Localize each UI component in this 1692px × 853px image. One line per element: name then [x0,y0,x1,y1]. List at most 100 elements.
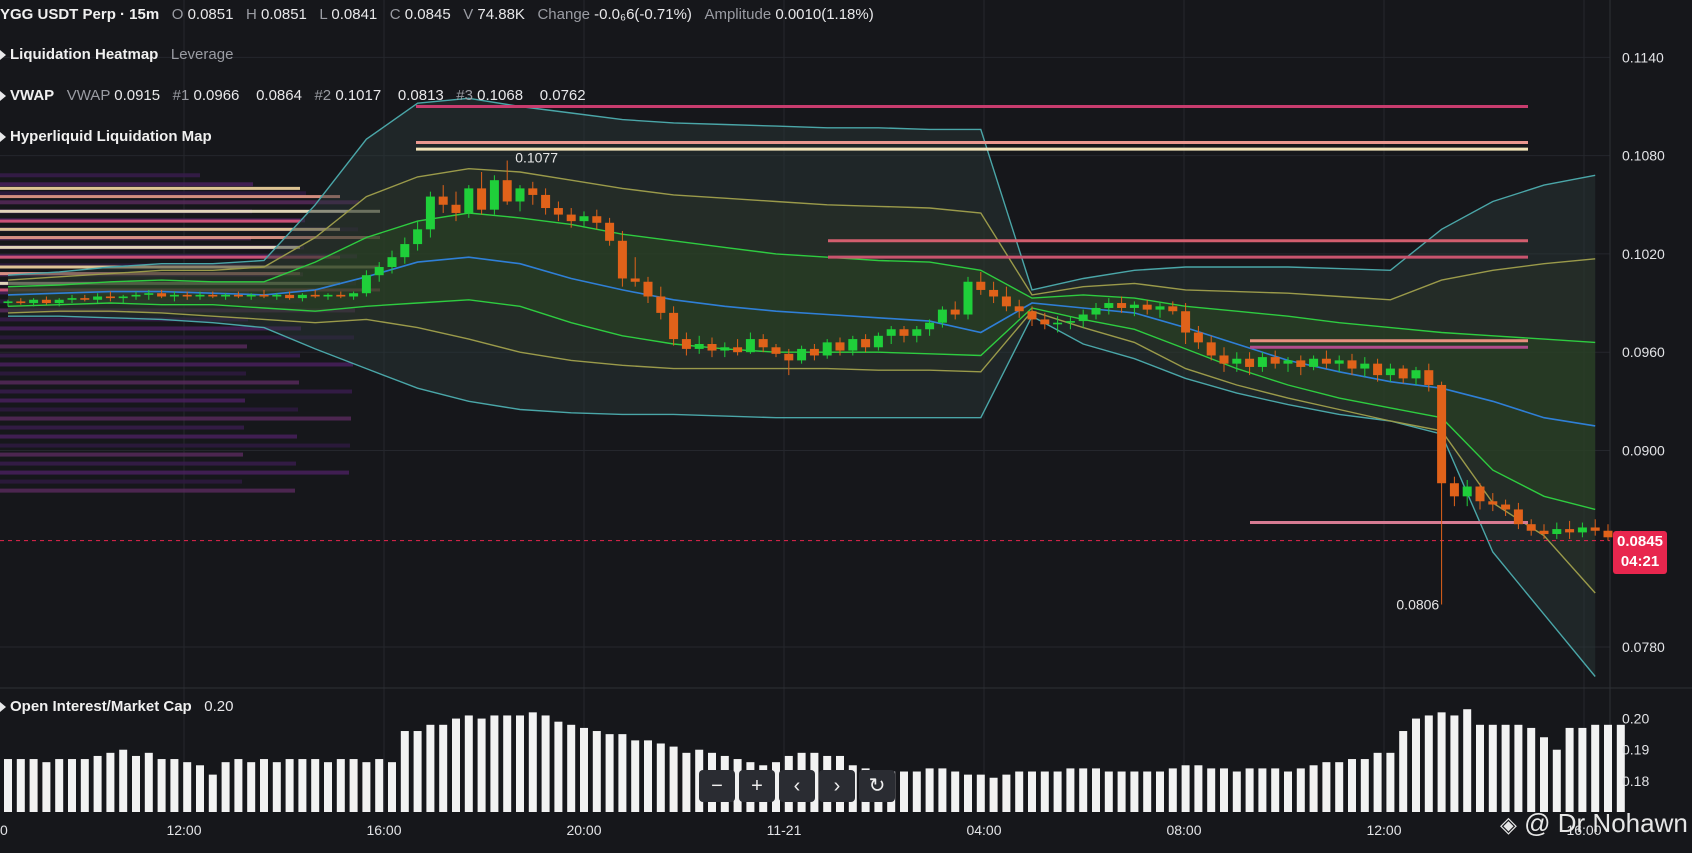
oi-bar [541,715,550,812]
heatmap-level [0,219,300,223]
candle-down [989,289,999,297]
vwap-band1-upper [7,212,1596,344]
candle-up [515,188,525,202]
oi-bar [1463,709,1472,812]
candle-up [963,281,973,315]
heatmap-level [0,227,340,231]
oi-bar [170,759,179,812]
amplitude-value: 0.0010(1.18%) [775,6,874,23]
candle-down [1475,486,1485,502]
candle-up [1360,363,1370,369]
legend-liquidation-heatmap[interactable]: Liquidation Heatmap Leverage [0,46,233,63]
heatmap-param: Leverage [170,46,234,63]
oi-tick-label: 0.18 [1622,773,1649,789]
oi-bar [1296,768,1305,812]
candle-down [1219,355,1229,364]
candle-up [323,294,333,297]
oi-bar [452,718,460,812]
expand-arrow-icon[interactable] [0,702,6,713]
reset-chart-button[interactable]: ↻ [859,770,895,802]
candle-down [1181,311,1191,333]
candle-down [630,278,640,282]
candle-up [374,267,384,276]
oi-bar [247,762,256,812]
zoom-out-button[interactable]: − [699,770,735,802]
candle-up [886,329,896,336]
current-price-value: 0.0845 [1617,532,1663,550]
heatmap-stripe [0,335,354,340]
candle-down [1501,504,1511,510]
heatmap-level [0,265,380,269]
candle-up [489,180,499,210]
candle-up [694,344,704,349]
candle-down [1398,368,1408,379]
legend-oi-market-cap[interactable]: Open Interest/Market Cap 0.20 [0,698,233,715]
oi-bar [1092,768,1100,812]
heatmap-stripe [0,470,349,475]
expand-arrow-icon[interactable] [0,50,6,61]
candle-up [221,294,231,297]
heatmap-level [0,281,340,285]
expand-arrow-icon[interactable] [0,132,6,143]
legend-vwap[interactable]: VWAP VWAP 0.0915 #1 0.0966 0.0864 #2 0.1… [0,87,586,104]
high-annotation: 0.1077 [515,150,558,166]
candle-up [297,294,307,299]
oi-bar [1488,724,1497,812]
candle-up [1552,529,1562,535]
candle-up [195,294,205,297]
zoom-in-button[interactable]: + [739,770,775,802]
oi-bar [1604,724,1612,812]
oi-bar [413,731,422,812]
oi-bar [554,721,563,812]
vwap-band2-lower [7,310,1596,594]
oi-bar [1258,768,1267,812]
candle-up [361,275,371,294]
low-value: 0.0841 [331,6,378,23]
oi-bar [426,724,435,812]
price-tick-label: 0.0780 [1622,639,1665,655]
time-tick-label: 11-21 [767,822,802,838]
high-value: 0.0851 [261,6,307,23]
legend-hyperliquid-map[interactable]: Hyperliquid Liquidation Map [0,128,212,145]
heatmap-stripe [0,380,299,385]
heatmap-stripe [0,326,301,331]
candle-down [528,188,538,195]
candle-down [1321,358,1331,364]
candle-down [16,301,26,304]
oi-bar [1348,759,1356,812]
time-tick-label: 16:00 [1566,822,1601,838]
candle-down [592,216,602,223]
candle-down [541,194,551,209]
candle-down [310,294,320,297]
oi-bar [1335,762,1344,812]
oi-bar [912,771,921,812]
candle-down [208,294,218,297]
heatmap-stripe [0,299,302,304]
symbol-title[interactable]: YGG USDT Perp · 15m [0,6,160,23]
candle-up [349,293,359,297]
time-tick-label: 12:00 [1366,822,1401,838]
oi-bar [925,768,934,812]
heatmap-stripe [0,317,248,322]
oi-bar [1386,752,1395,812]
oi-bar [644,740,652,812]
time-tick-label: 0 [0,822,8,838]
candle-up [3,301,13,304]
scroll-left-button[interactable]: ‹ [779,770,815,802]
candle-down [809,348,819,356]
price-tick-label: 0.1080 [1622,148,1665,164]
candle-down [976,281,986,290]
oi-bar [1373,752,1382,812]
heatmap-level [0,236,380,240]
expand-arrow-icon[interactable] [0,91,6,102]
oi-bar [592,731,601,812]
scroll-right-button[interactable]: › [819,770,855,802]
candle-up [1385,368,1395,376]
candle-down [861,339,871,348]
close-value: 0.0845 [404,6,451,23]
low-annotation: 0.0806 [1396,596,1439,612]
candle-down [681,339,691,349]
price-tick-label: 0.0900 [1622,442,1665,458]
change-value: -0.0₆6(-0.71%) [594,6,692,23]
